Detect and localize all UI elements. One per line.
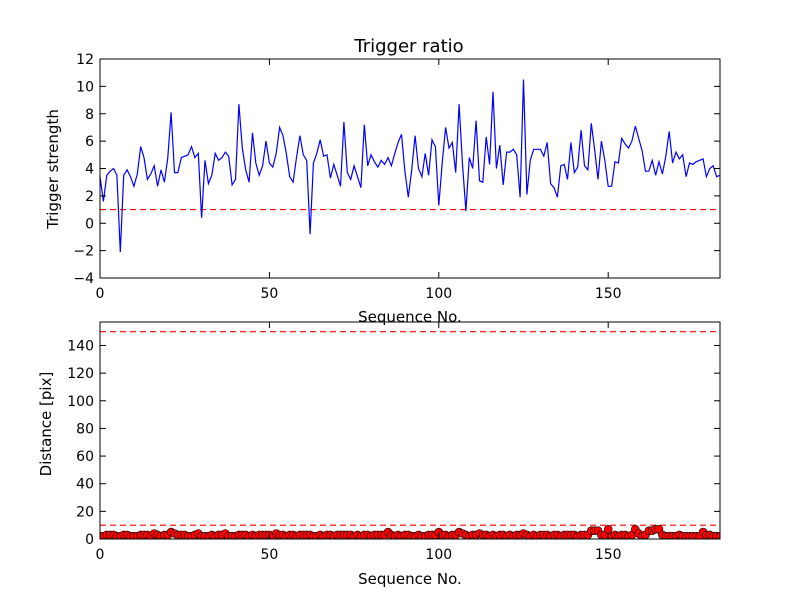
distance-y-tick-label: 0 bbox=[85, 532, 94, 548]
trigger-y-tick-label: 6 bbox=[85, 134, 94, 150]
distance-x-tick-label: 50 bbox=[260, 547, 278, 563]
trigger-x-tick-label: 150 bbox=[595, 286, 622, 302]
trigger-y-tick-label: −4 bbox=[73, 271, 94, 287]
trigger-y-tick-label: 4 bbox=[85, 162, 94, 178]
distance-y-tick-label: 20 bbox=[76, 504, 94, 520]
distance-y-tick-label: 40 bbox=[76, 477, 94, 493]
trigger-y-tick-label: 8 bbox=[85, 107, 94, 123]
chart-title: Trigger ratio bbox=[353, 36, 463, 57]
trigger-plot-frame bbox=[99, 58, 721, 279]
trigger-x-tick-label: 50 bbox=[260, 286, 278, 302]
trigger-y-tick-label: −2 bbox=[73, 244, 94, 260]
distance-y-tick-label: 80 bbox=[76, 421, 94, 437]
trigger-y-axis-label: Trigger strength bbox=[44, 109, 62, 230]
distance-axis-ticks: 0 50 100 150 0 20 40 60 80 100 120 140 bbox=[67, 322, 720, 563]
trigger-strength-line bbox=[99, 79, 721, 253]
trigger-x-tick-label: 100 bbox=[425, 286, 452, 302]
distance-chart: 0 50 100 150 0 20 40 60 80 100 120 140 Sequence No.… bbox=[37, 321, 721, 588]
distance-x-tick-label: 150 bbox=[595, 547, 622, 563]
distance-x-tick-label: 0 bbox=[96, 547, 105, 563]
distance-y-tick-label: 100 bbox=[67, 394, 94, 410]
distance-point bbox=[715, 531, 720, 539]
distance-y-axis-label: Distance [pix] bbox=[37, 372, 55, 477]
distance-x-axis-label: Sequence No. bbox=[358, 570, 462, 588]
distance-y-tick-label: 140 bbox=[67, 338, 94, 354]
trigger-x-axis-label: Sequence No. bbox=[358, 308, 462, 326]
distance-y-tick-label: 120 bbox=[67, 366, 94, 382]
distance-plot-frame bbox=[99, 321, 721, 540]
distance-x-tick-label: 100 bbox=[425, 547, 452, 563]
distance-y-tick-label: 60 bbox=[76, 449, 94, 465]
trigger-y-tick-label: 2 bbox=[85, 189, 94, 205]
trigger-y-tick-label: 10 bbox=[76, 79, 94, 95]
trigger-y-tick-label: 0 bbox=[85, 216, 94, 232]
trigger-x-tick-label: 0 bbox=[96, 286, 105, 302]
trigger-ratio-chart: Trigger ratio 0 50 100 150 −4 −2 0 2 4 6 8 10 12 Seq… bbox=[44, 36, 721, 326]
distance-series bbox=[100, 331, 720, 539]
trigger-axis-ticks: 0 50 100 150 −4 −2 0 2 4 6 8 10 12 bbox=[73, 52, 720, 302]
trigger-series bbox=[99, 79, 721, 253]
distance-points bbox=[100, 524, 720, 539]
trigger-y-tick-label: 12 bbox=[76, 52, 94, 68]
